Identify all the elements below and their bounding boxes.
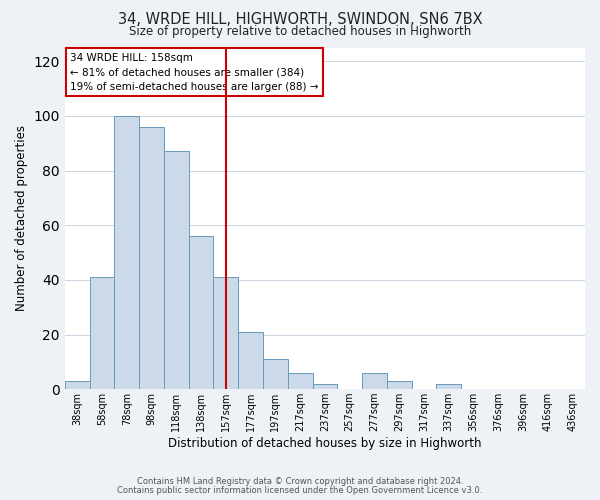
Bar bbox=[436, 384, 461, 389]
Bar bbox=[263, 359, 288, 389]
Y-axis label: Number of detached properties: Number of detached properties bbox=[15, 126, 28, 312]
Bar bbox=[238, 332, 263, 389]
Bar bbox=[313, 384, 337, 389]
Bar bbox=[139, 127, 164, 389]
Bar bbox=[362, 373, 387, 389]
Bar bbox=[188, 236, 214, 389]
Text: Size of property relative to detached houses in Highworth: Size of property relative to detached ho… bbox=[129, 25, 471, 38]
Bar bbox=[164, 152, 188, 389]
Bar bbox=[387, 381, 412, 389]
Bar bbox=[65, 381, 89, 389]
X-axis label: Distribution of detached houses by size in Highworth: Distribution of detached houses by size … bbox=[168, 437, 482, 450]
Text: 34, WRDE HILL, HIGHWORTH, SWINDON, SN6 7BX: 34, WRDE HILL, HIGHWORTH, SWINDON, SN6 7… bbox=[118, 12, 482, 28]
Text: 34 WRDE HILL: 158sqm
← 81% of detached houses are smaller (384)
19% of semi-deta: 34 WRDE HILL: 158sqm ← 81% of detached h… bbox=[70, 52, 319, 92]
Text: Contains public sector information licensed under the Open Government Licence v3: Contains public sector information licen… bbox=[118, 486, 482, 495]
Bar bbox=[89, 277, 115, 389]
Bar bbox=[115, 116, 139, 389]
Text: Contains HM Land Registry data © Crown copyright and database right 2024.: Contains HM Land Registry data © Crown c… bbox=[137, 477, 463, 486]
Bar bbox=[288, 373, 313, 389]
Bar bbox=[214, 277, 238, 389]
